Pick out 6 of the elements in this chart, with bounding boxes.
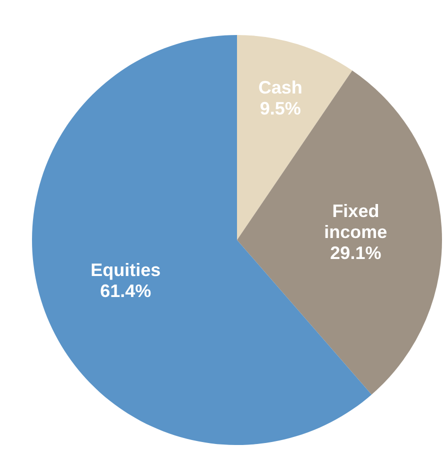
slice-label: Fixed income [324, 200, 388, 242]
data-label: 61.4% [100, 281, 152, 302]
slice-label: Equities [90, 260, 161, 280]
slice-label: Cash [258, 77, 302, 98]
data-label: 29.1% [330, 242, 382, 263]
data-label: 9.5% [260, 98, 301, 118]
